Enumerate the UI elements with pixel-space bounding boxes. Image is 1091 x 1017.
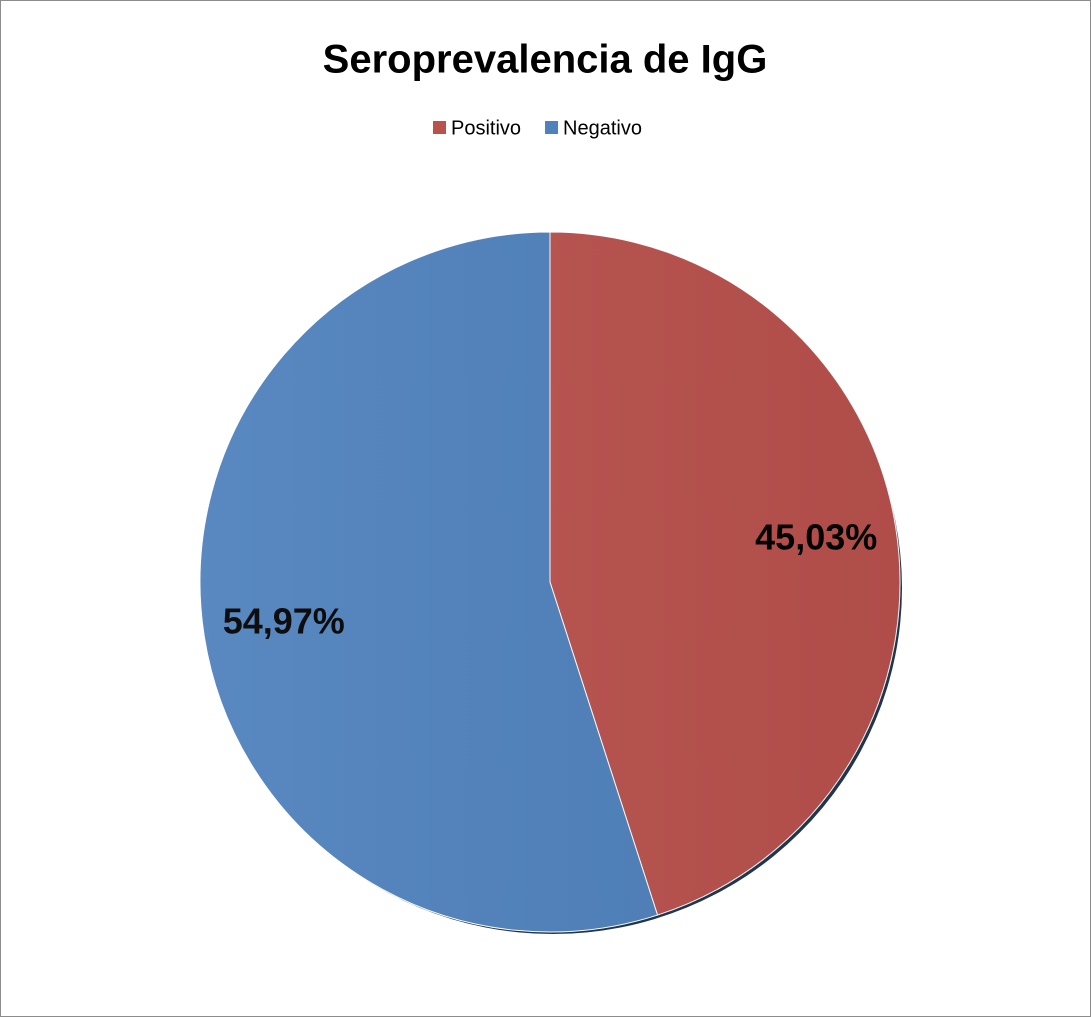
data-label: 54,97% — [223, 600, 345, 641]
legend-swatch — [545, 121, 559, 134]
legend-label: Positivo — [451, 117, 521, 139]
legend: Positivo Negativo — [433, 117, 642, 139]
pie: 45,03% 54,97% — [199, 231, 901, 933]
chart-title: Seroprevalencia de IgG — [323, 38, 768, 82]
legend-label: Negativo — [563, 117, 642, 139]
data-label: 45,03% — [755, 517, 877, 558]
legend-swatch — [433, 121, 446, 134]
